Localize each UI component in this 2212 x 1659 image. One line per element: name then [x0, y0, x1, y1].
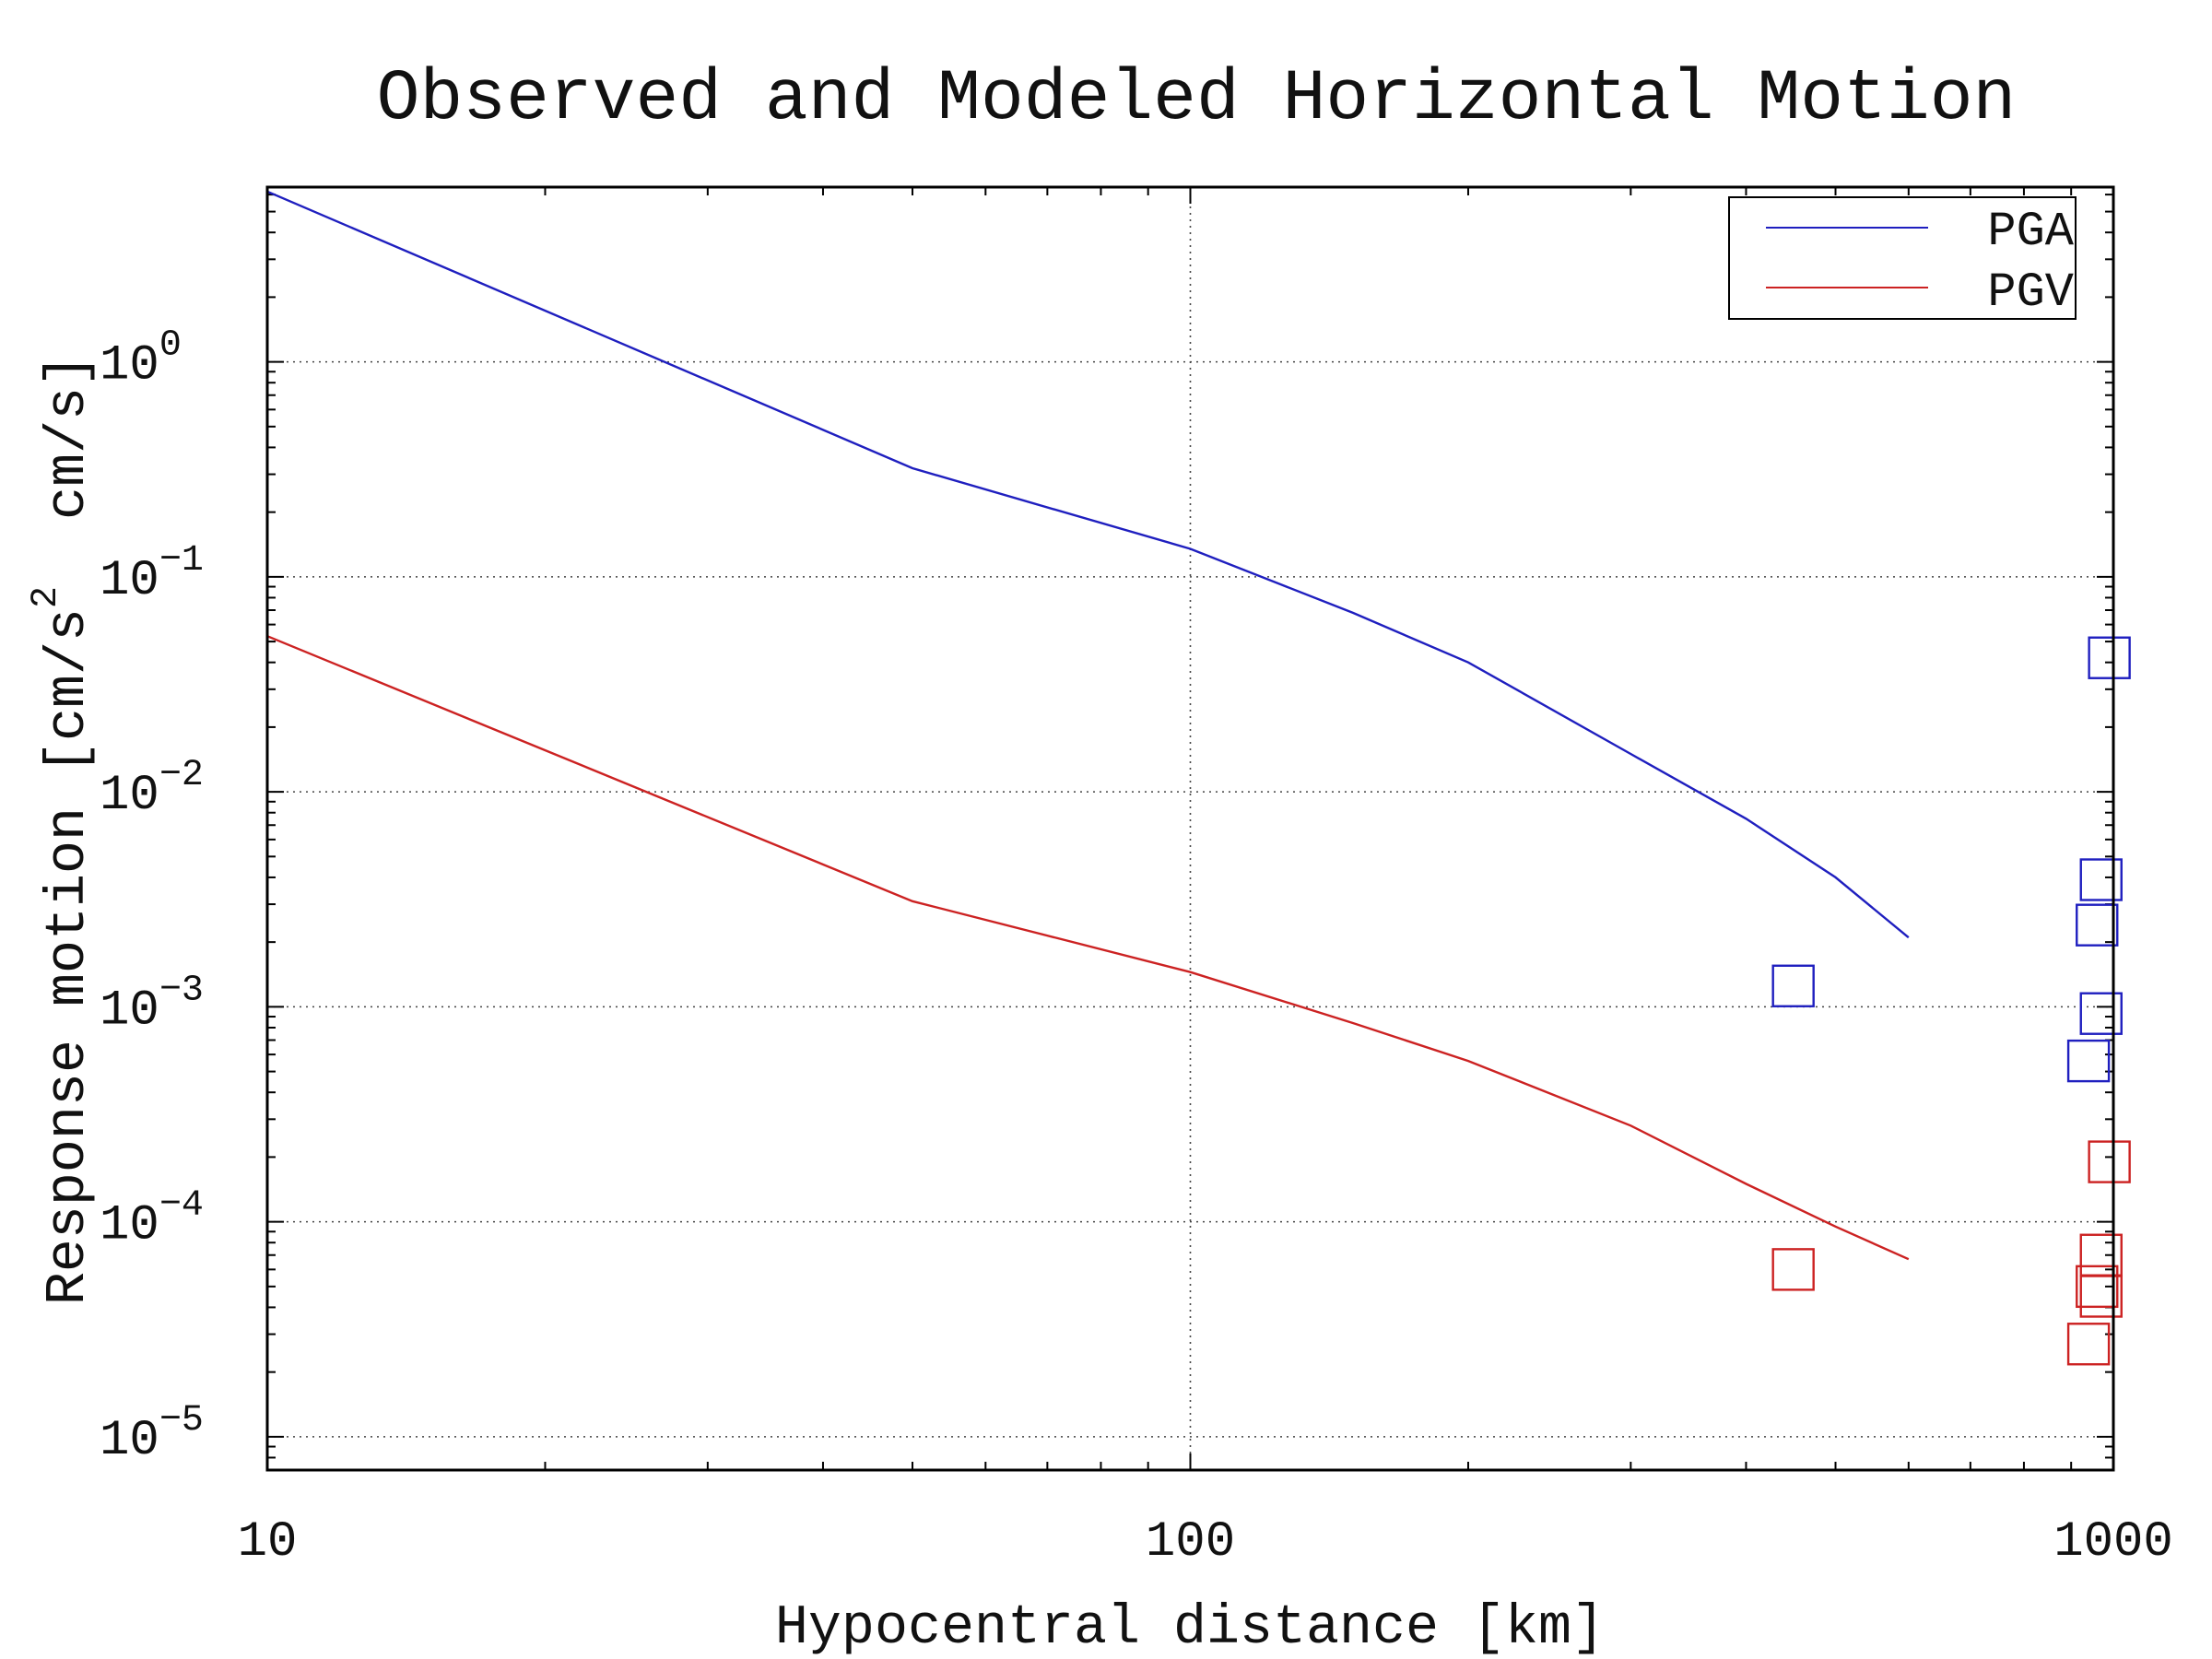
data-point-marker — [2079, 992, 2123, 1035]
series-line-pga — [266, 190, 1910, 939]
series-layer — [266, 190, 2131, 1366]
legend: PGA PGV — [1728, 196, 2077, 320]
y-axis-label-suffix: cm/s] — [38, 354, 100, 586]
data-point-marker — [2088, 636, 2131, 679]
chart-title: Observed and Modeled Horizontal Motion — [377, 59, 2017, 140]
data-point-marker — [2079, 858, 2123, 901]
data-point-marker — [2066, 1323, 2111, 1366]
y-tick-exponent: −1 — [159, 540, 204, 582]
y-tick-label: 10−1 — [100, 540, 204, 609]
x-tick-labels: 10 100 1000 — [238, 1514, 2173, 1571]
x-tick-label: 100 — [1146, 1514, 1235, 1571]
y-axis-label: Response motion [cm/s2 cm/s] — [26, 354, 100, 1305]
data-point-marker — [2076, 1265, 2119, 1309]
data-point-marker — [2079, 1275, 2123, 1318]
legend-box — [1728, 196, 2077, 320]
y-axis-label-prefix: Response motion [cm/s — [38, 608, 100, 1305]
y-tick-base: 10 — [100, 982, 159, 1039]
data-point-marker — [1771, 1248, 1815, 1291]
y-tick-exponent: 0 — [159, 325, 182, 367]
y-axis-label-superscript: 2 — [26, 586, 67, 608]
data-point-marker — [1771, 964, 1815, 1007]
y-tick-exponent: −3 — [159, 970, 204, 1011]
x-tick-label: 1000 — [2053, 1514, 2173, 1571]
y-tick-label: 10−5 — [100, 1400, 204, 1469]
series-line-pgv — [266, 635, 1910, 1261]
y-tick-label: 10−4 — [100, 1185, 204, 1254]
x-axis-label: Hypocentral distance [km] — [775, 1597, 1605, 1659]
data-point-marker — [2076, 903, 2119, 947]
y-tick-base: 10 — [100, 1413, 159, 1469]
y-tick-base: 10 — [100, 553, 159, 609]
y-tick-base: 10 — [100, 1198, 159, 1254]
y-tick-exponent: −2 — [159, 755, 204, 796]
y-tick-exponent: −4 — [159, 1185, 204, 1227]
plot-frame — [265, 185, 2115, 1472]
data-point-marker — [2088, 1140, 2131, 1183]
y-tick-exponent: −5 — [159, 1400, 204, 1441]
y-tick-label: 100 — [100, 325, 182, 394]
y-tick-base: 10 — [100, 338, 159, 394]
y-tick-label: 10−2 — [100, 755, 204, 824]
legend-label-pgv: PGV — [1987, 265, 2074, 320]
x-tick-label: 10 — [238, 1514, 298, 1571]
y-tick-base: 10 — [100, 768, 159, 824]
y-tick-label: 10−3 — [100, 970, 204, 1039]
data-point-marker — [2066, 1039, 2111, 1083]
legend-label-pga: PGA — [1987, 205, 2074, 259]
grid-lines — [267, 187, 2113, 1470]
